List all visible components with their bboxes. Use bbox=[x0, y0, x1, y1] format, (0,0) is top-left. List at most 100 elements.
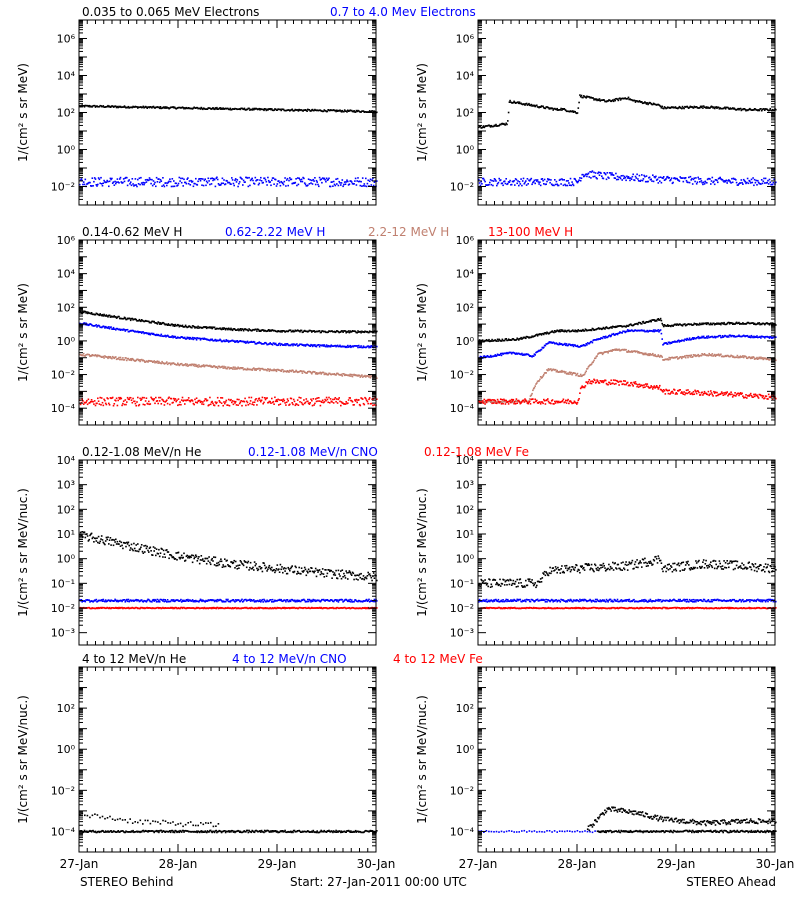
data-point bbox=[275, 185, 278, 187]
data-point bbox=[706, 323, 708, 326]
data-point bbox=[575, 374, 577, 377]
data-point bbox=[655, 320, 658, 322]
data-point bbox=[253, 404, 255, 406]
data-point bbox=[757, 358, 759, 360]
data-point bbox=[84, 310, 87, 313]
data-point bbox=[191, 180, 194, 183]
data-point bbox=[260, 176, 262, 179]
data-point bbox=[195, 337, 197, 339]
data-point bbox=[548, 178, 551, 181]
data-point bbox=[234, 179, 236, 182]
data-point bbox=[561, 329, 564, 331]
data-point bbox=[655, 330, 657, 332]
data-point bbox=[509, 99, 511, 102]
data-point bbox=[278, 404, 280, 406]
data-point bbox=[518, 181, 521, 183]
data-point bbox=[592, 361, 594, 363]
data-point bbox=[216, 366, 218, 368]
data-point bbox=[742, 356, 745, 359]
data-point bbox=[253, 108, 255, 111]
data-point bbox=[79, 403, 82, 406]
data-point bbox=[228, 181, 231, 184]
data-point bbox=[568, 182, 570, 184]
data-point bbox=[274, 369, 277, 371]
data-point bbox=[296, 343, 298, 345]
data-point bbox=[667, 325, 670, 327]
data-point bbox=[291, 330, 293, 333]
data-point bbox=[341, 179, 344, 181]
data-point bbox=[662, 343, 665, 345]
data-point bbox=[493, 355, 496, 357]
data-point bbox=[144, 182, 146, 184]
data-point bbox=[131, 178, 134, 180]
data-point bbox=[265, 342, 268, 345]
data-point bbox=[114, 180, 116, 183]
data-point bbox=[630, 351, 632, 353]
data-point bbox=[673, 341, 675, 343]
data-point bbox=[120, 181, 123, 183]
data-point bbox=[167, 181, 170, 183]
data-point bbox=[562, 108, 565, 110]
data-point bbox=[314, 373, 317, 375]
data-point bbox=[567, 372, 569, 374]
data-point bbox=[209, 183, 211, 186]
data-point bbox=[343, 183, 345, 186]
data-point bbox=[271, 369, 274, 371]
data-point bbox=[692, 323, 695, 326]
data-point bbox=[157, 362, 159, 364]
data-point bbox=[278, 330, 281, 332]
data-point bbox=[199, 108, 202, 110]
data-point bbox=[533, 104, 536, 107]
data-point bbox=[573, 330, 576, 333]
data-point bbox=[525, 102, 528, 105]
data-point bbox=[309, 179, 311, 181]
data-point bbox=[362, 345, 365, 347]
data-point bbox=[545, 183, 547, 185]
data-point bbox=[172, 106, 174, 108]
data-point bbox=[138, 359, 141, 361]
data-point bbox=[507, 111, 510, 114]
data-point bbox=[106, 179, 108, 182]
data-point bbox=[555, 330, 558, 332]
data-point bbox=[736, 184, 739, 186]
data-point bbox=[731, 355, 733, 357]
data-point bbox=[230, 183, 232, 185]
data-point bbox=[336, 109, 338, 112]
data-point bbox=[575, 179, 577, 182]
data-point bbox=[153, 183, 155, 185]
data-point bbox=[713, 336, 715, 339]
data-point bbox=[338, 345, 340, 348]
data-point bbox=[576, 181, 579, 184]
data-point bbox=[496, 353, 499, 356]
data-point bbox=[164, 106, 166, 108]
data-point bbox=[612, 99, 614, 101]
data-point bbox=[662, 324, 664, 326]
data-point bbox=[583, 175, 586, 177]
data-point bbox=[208, 404, 210, 406]
data-point bbox=[617, 178, 620, 181]
data-point bbox=[656, 330, 659, 332]
data-point bbox=[365, 399, 368, 402]
data-point bbox=[292, 398, 295, 401]
data-point bbox=[236, 329, 239, 331]
data-point bbox=[284, 177, 286, 179]
data-point bbox=[533, 386, 536, 389]
data-point bbox=[247, 330, 250, 332]
data-point bbox=[722, 180, 725, 182]
data-point bbox=[354, 330, 357, 333]
data-point bbox=[324, 179, 326, 181]
data-point bbox=[494, 339, 497, 341]
data-point bbox=[82, 352, 85, 355]
data-point bbox=[661, 105, 663, 108]
data-point bbox=[723, 321, 725, 324]
data-point bbox=[144, 361, 147, 363]
data-point bbox=[705, 107, 707, 109]
data-point bbox=[214, 401, 217, 403]
data-point bbox=[291, 343, 293, 345]
data-point bbox=[690, 179, 692, 181]
data-point bbox=[688, 181, 691, 184]
data-point bbox=[520, 178, 522, 180]
data-point bbox=[370, 110, 373, 113]
data-point bbox=[111, 105, 114, 107]
data-point bbox=[577, 107, 580, 109]
